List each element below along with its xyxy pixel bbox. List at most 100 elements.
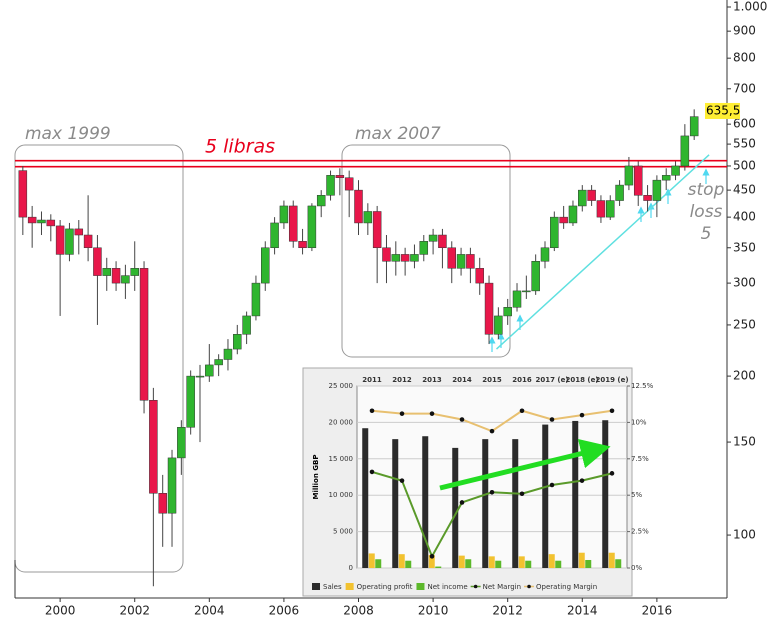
candle-body	[531, 261, 540, 292]
line-point	[579, 412, 585, 418]
bar	[578, 552, 585, 568]
bar	[495, 560, 502, 568]
legend-swatch	[312, 583, 320, 590]
line-point	[369, 469, 375, 475]
annotation: max 2007	[355, 124, 441, 144]
bar	[435, 566, 442, 568]
bar	[542, 424, 549, 568]
legend-label: Net Margin	[483, 583, 521, 591]
candle-body	[624, 165, 634, 186]
candle-body	[130, 268, 139, 276]
bar	[602, 420, 609, 568]
range-box	[341, 144, 511, 358]
bar	[422, 436, 429, 568]
bar	[428, 554, 435, 568]
annotation: loss	[690, 202, 723, 222]
x-tick-label: 2008	[343, 604, 374, 618]
candle-body	[83, 234, 93, 249]
bar	[572, 420, 579, 568]
line-point	[519, 491, 525, 497]
candle-body	[261, 247, 270, 284]
annotation: 5	[701, 224, 712, 244]
candle-body	[438, 234, 447, 249]
bar	[458, 555, 465, 568]
line-point	[609, 471, 615, 476]
legend-swatch	[527, 584, 531, 589]
candle-body	[111, 268, 121, 284]
candle-body	[37, 219, 46, 224]
line-point	[489, 489, 495, 495]
candle-body	[307, 205, 317, 249]
x-tick-label: 2019 (e)	[595, 376, 628, 384]
candle-body	[428, 234, 438, 242]
y-axis-title: Million GBP	[312, 454, 320, 499]
line-point	[519, 408, 525, 414]
line-point	[399, 411, 405, 416]
candle-body	[242, 315, 251, 335]
candle-body	[270, 222, 279, 249]
candle-body	[205, 364, 214, 377]
candle-body	[363, 211, 373, 224]
candle-body	[484, 282, 494, 335]
x-tick-label: 2012	[492, 604, 523, 618]
candle-body	[596, 200, 606, 218]
line-point	[429, 554, 435, 559]
y2-tick-label: 10%	[631, 418, 647, 426]
y-tick-label: 500	[733, 158, 756, 172]
candle-body	[288, 205, 298, 242]
legend-swatch	[416, 583, 425, 590]
candle-body	[223, 348, 233, 360]
bar	[512, 439, 519, 568]
candle-body	[512, 290, 522, 308]
candle-body	[661, 175, 671, 181]
candle-body	[195, 375, 205, 378]
legend-label: Operating profit	[357, 583, 413, 591]
x-tick-label: 2012	[392, 376, 412, 384]
candle-body	[18, 170, 28, 218]
line-point	[459, 500, 465, 505]
candle-body	[550, 216, 559, 249]
candle-body	[559, 216, 568, 224]
x-tick-label: 2017 (e)	[535, 376, 568, 384]
y-tick-label: 150	[733, 435, 756, 449]
y-tick-label: 900	[733, 24, 756, 38]
candle-body	[568, 205, 578, 224]
candle-body	[643, 195, 652, 201]
bar	[465, 559, 472, 568]
candle-body	[158, 492, 167, 514]
candle-body	[121, 275, 130, 284]
candle-body	[466, 254, 475, 269]
legend-swatch	[473, 584, 478, 589]
x-tick-label: 2016	[642, 604, 673, 618]
candle-body	[475, 268, 484, 284]
bar	[368, 553, 375, 568]
y2-tick-label: 12.5%	[631, 382, 654, 390]
legend-label: Operating Margin	[536, 583, 597, 591]
x-tick-label: 2016	[512, 376, 532, 384]
arrows	[488, 168, 710, 352]
y2-tick-label: 0%	[631, 564, 642, 572]
candle-body	[606, 200, 615, 218]
y-tick-label: 450	[733, 183, 756, 197]
bar	[398, 554, 405, 568]
candle-body	[177, 427, 186, 459]
y-tick-label: 100	[733, 528, 756, 542]
candle-body	[344, 177, 354, 191]
candle-body	[494, 315, 503, 335]
candle-body	[391, 254, 401, 262]
candle-body	[633, 165, 643, 196]
y-tick-label: 25 000	[329, 382, 354, 390]
candle-body	[65, 228, 74, 255]
candle-body	[335, 175, 345, 178]
x-tick-label: 2013	[422, 376, 442, 384]
candle-body	[27, 216, 37, 224]
line-point	[579, 478, 585, 483]
bar	[405, 560, 412, 568]
bar	[525, 560, 532, 568]
candle-body	[93, 247, 102, 276]
candle-body	[410, 254, 419, 262]
y-tick-label: 300	[733, 276, 756, 290]
candle-body	[55, 225, 65, 255]
x-tick-label: 2000	[45, 604, 76, 618]
